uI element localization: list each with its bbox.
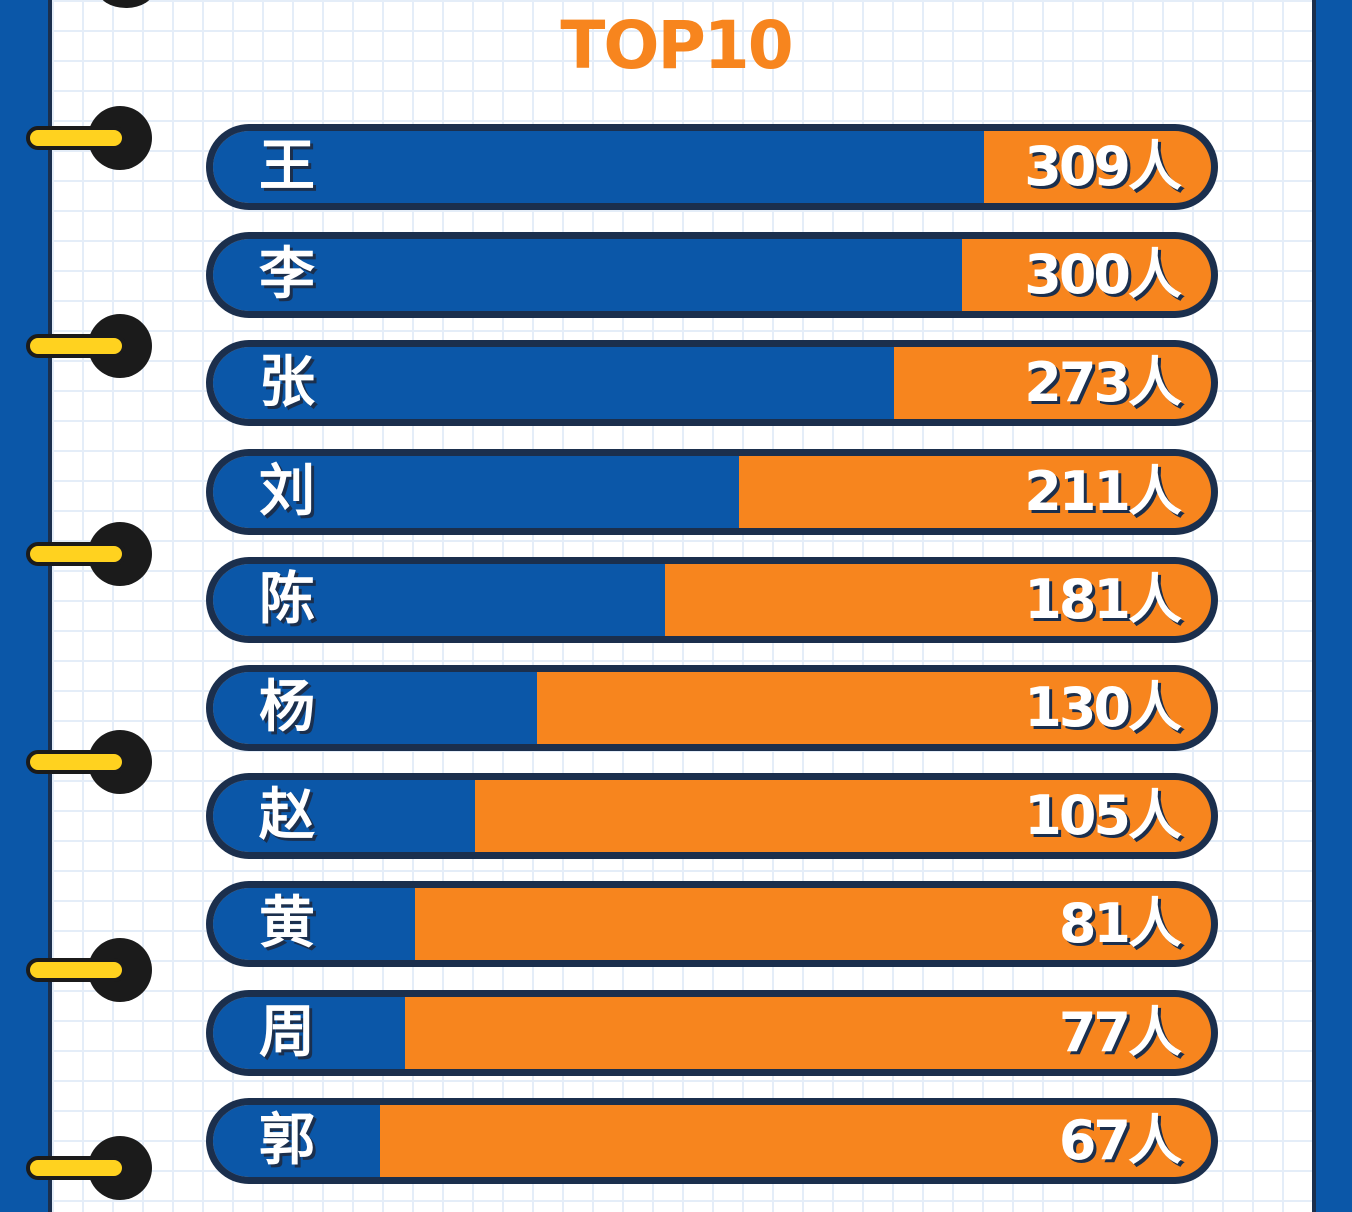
- bar-row: 黄 81人: [206, 881, 1218, 968]
- category-label: 刘: [259, 458, 315, 524]
- bar: [213, 672, 538, 744]
- category-label: 杨: [259, 675, 315, 740]
- notebook-left-edge: [0, 0, 52, 1212]
- bar-row: 李 300人: [206, 232, 1218, 319]
- bar: [213, 996, 406, 1069]
- category-label: 张: [259, 350, 315, 416]
- bar-track: 刘 211人: [213, 455, 1211, 528]
- binder-ring-icon: [26, 938, 152, 1002]
- bar: [213, 1104, 381, 1177]
- category-label: 周: [259, 999, 315, 1065]
- data-label: 81人: [1058, 892, 1182, 956]
- bar-track: 王 309人: [213, 131, 1211, 203]
- bar-track: 杨 130人: [213, 672, 1211, 744]
- bar: [213, 780, 475, 853]
- bar: [213, 347, 895, 420]
- bar-row: 赵 105人: [206, 773, 1218, 860]
- bar-row: 刘 211人: [206, 448, 1218, 535]
- bar-track: 黄 81人: [213, 888, 1211, 961]
- bar-track: 郭 67人: [213, 1104, 1211, 1177]
- data-label: 181人: [1024, 567, 1182, 631]
- bar: [213, 563, 665, 636]
- data-label: 211人: [1024, 459, 1182, 523]
- bar: [213, 888, 416, 961]
- category-label: 陈: [259, 566, 315, 632]
- bar-row: 王 309人: [206, 124, 1218, 210]
- bar-row: 郭 67人: [206, 1097, 1218, 1184]
- bar-row: 周 77人: [206, 989, 1218, 1076]
- data-label: 77人: [1058, 1000, 1182, 1064]
- bar-track: 赵 105人: [213, 780, 1211, 853]
- binder-ring-icon: [26, 106, 152, 170]
- category-label: 李: [259, 242, 315, 308]
- data-label: 105人: [1024, 784, 1182, 848]
- binder-ring-icon: [98, 0, 154, 8]
- bar-row: 张 273人: [206, 340, 1218, 427]
- bar-track: 周 77人: [213, 996, 1211, 1069]
- category-label: 黄: [259, 891, 315, 957]
- binder-ring-icon: [26, 1136, 152, 1200]
- chart-title: TOP10: [560, 7, 793, 84]
- notebook-right-edge: [1312, 0, 1352, 1212]
- category-label: 赵: [259, 783, 315, 849]
- bar-track: 李 300人: [213, 239, 1211, 312]
- data-label: 309人: [1024, 135, 1182, 198]
- bar-track: 张 273人: [213, 347, 1211, 420]
- bar-row: 陈 181人: [206, 556, 1218, 643]
- bar-row: 杨 130人: [206, 665, 1218, 751]
- binder-ring-icon: [26, 730, 152, 794]
- category-label: 郭: [259, 1107, 315, 1173]
- binder-ring-icon: [26, 522, 152, 586]
- category-label: 王: [259, 134, 315, 199]
- binder-ring-icon: [26, 314, 152, 378]
- data-label: 130人: [1024, 676, 1182, 739]
- bar-track: 陈 181人: [213, 563, 1211, 636]
- data-label: 273人: [1024, 351, 1182, 415]
- bar: [213, 131, 984, 203]
- bar: [213, 239, 962, 312]
- data-label: 67人: [1058, 1108, 1182, 1172]
- bar: [213, 455, 740, 528]
- data-label: 300人: [1024, 243, 1182, 307]
